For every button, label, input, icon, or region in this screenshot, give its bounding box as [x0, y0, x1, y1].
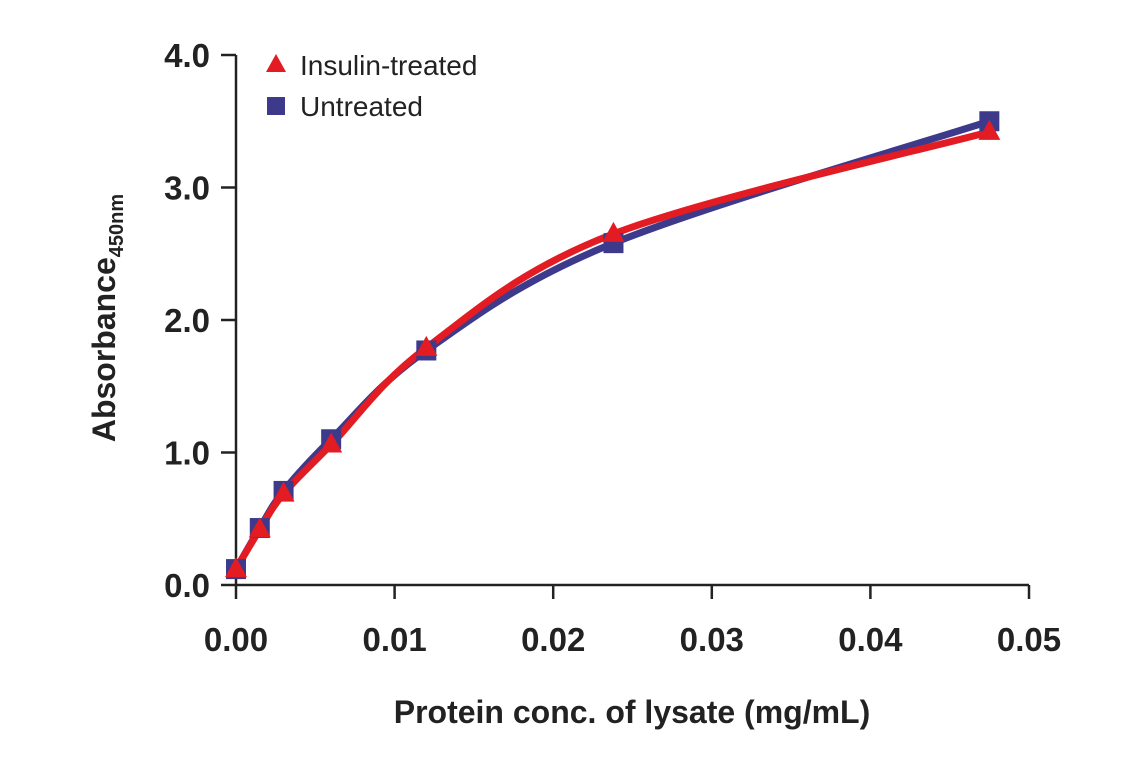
legend-triangle-icon — [266, 54, 286, 72]
untreated-curve — [232, 117, 993, 573]
x-tick-label: 0.02 — [521, 621, 585, 658]
x-tick-label: 0.03 — [680, 621, 744, 658]
insulin-treated-curve — [232, 128, 993, 573]
x-tick-label: 0.05 — [997, 621, 1061, 658]
fit-curves — [232, 117, 993, 573]
x-tick-label: 0.00 — [204, 621, 268, 658]
insulin-treated-point — [978, 119, 1001, 140]
legend-square-icon — [267, 97, 285, 115]
insulin-treated-point — [602, 221, 625, 242]
y-tick-label: 3.0 — [164, 170, 210, 207]
y-tick-label: 0.0 — [164, 567, 210, 604]
x-tick-label: 0.04 — [838, 621, 903, 658]
y-tick-label: 2.0 — [164, 302, 210, 339]
y-tick-label: 4.0 — [164, 37, 210, 74]
legend: Insulin-treated Untreated — [266, 50, 477, 122]
x-axis-title: Protein conc. of lysate (mg/mL) — [394, 694, 871, 730]
y-tick-label: 1.0 — [164, 435, 210, 472]
x-tick-label: 0.01 — [362, 621, 426, 658]
insulin-treated-point — [415, 335, 438, 356]
insulin-treated-point — [225, 557, 247, 578]
insulin-treated-point — [320, 432, 343, 453]
legend-label: Insulin-treated — [300, 50, 477, 81]
axes: 0.00 0.01 0.02 0.03 0.04 0.05 0.0 1.0 2.0 3.0 4.0 — [164, 37, 1061, 658]
insulin-treated-point — [248, 517, 271, 538]
y-axis-title: Absorbance450nm — [86, 194, 128, 442]
insulin-treated-point — [272, 481, 295, 502]
y-axis-title-main: Absorbance — [86, 257, 122, 442]
y-axis-title-subscript: 450nm — [106, 194, 128, 257]
data-points — [225, 111, 1001, 580]
legend-label: Untreated — [300, 91, 423, 122]
